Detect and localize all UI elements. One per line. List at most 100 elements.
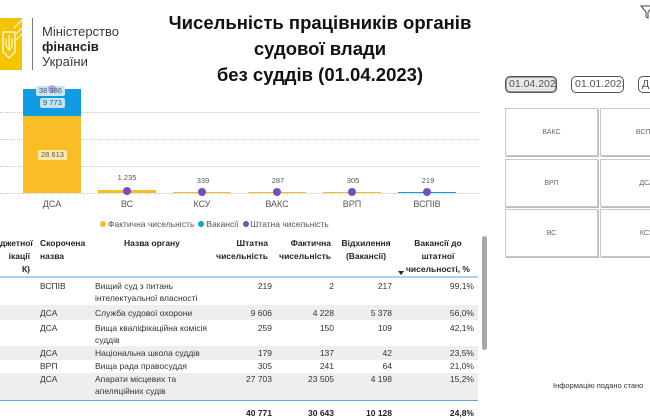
- cell-pct: 15,2%: [449, 374, 474, 384]
- category-label-vs: ВС: [120, 199, 134, 209]
- title-line-2: без суддів (01.04.2023): [216, 64, 424, 85]
- cell-deviation: 64: [382, 361, 392, 371]
- cell-staff: 9 606: [250, 308, 272, 318]
- category-label-vrp: ВРП: [342, 199, 362, 209]
- cell-name: Національна школа суддів: [95, 348, 200, 358]
- gridline: [0, 166, 480, 167]
- label-dsa-vacancies: 9 773: [40, 98, 65, 108]
- cell-deviation: 109: [377, 323, 392, 333]
- total-pct: 24,8%: [449, 408, 474, 418]
- label-dsa-staff: 38 386: [36, 86, 65, 96]
- table-scrollbar[interactable]: [482, 236, 487, 350]
- marker-vs-staff[interactable]: [123, 187, 131, 195]
- cell-staff: 179: [257, 348, 272, 358]
- trident-emblem-icon: [0, 18, 22, 70]
- footnote: Інформацію подано стано: [553, 381, 644, 390]
- cell-pct: 42,1%: [449, 323, 474, 333]
- slicer-tile-vspiv[interactable]: ВСПІВ: [600, 108, 650, 156]
- marker-dsa-staff[interactable]: [48, 85, 56, 93]
- page-title: Чисельність працівників органів судової …: [145, 10, 495, 88]
- category-label-ksu: КСУ: [193, 199, 211, 209]
- legend-item-vacancies[interactable]: Вакансії: [198, 219, 239, 229]
- stacked-bar-chart: 28 613 9 773 38 386 1 235 339 287 305 21…: [0, 80, 480, 230]
- table-row[interactable]: ВРП Вища рада правосуддя 305 241 64 21,0…: [0, 360, 478, 373]
- marker-ksu-staff[interactable]: [198, 188, 206, 196]
- logo-line-1: Міністерство: [42, 24, 119, 39]
- cell-deviation: 217: [377, 281, 392, 291]
- date-button-2023-01-01[interactable]: 01.01.2023: [571, 76, 624, 93]
- cell-pct: 99,1%: [449, 281, 474, 291]
- table-header: джетної ікації К) Скорочена назва Назва …: [0, 234, 478, 278]
- header-staff[interactable]: Штатна чисельність: [216, 238, 268, 261]
- cell-pct: 23,5%: [449, 348, 474, 358]
- total-staff: 40 771: [246, 408, 272, 418]
- header-deviation[interactable]: Відхилення (Вакансії): [341, 238, 391, 261]
- header-budget-code[interactable]: джетної ікації К): [0, 238, 33, 274]
- header-short-name[interactable]: Скорочена назва: [40, 238, 86, 261]
- cell-actual: 2: [329, 281, 334, 291]
- logo-divider: [32, 18, 33, 70]
- label-vspiv-staff: 219: [421, 176, 435, 185]
- cell-actual: 137: [319, 348, 334, 358]
- table-total-row: 40 771 30 643 10 128 24,8%: [0, 400, 478, 420]
- cell-short: ДСА: [40, 323, 58, 333]
- cell-short: ДСА: [40, 308, 58, 318]
- legend-item-actual[interactable]: Фактична чисельність: [100, 219, 194, 229]
- header-vacancy-pct[interactable]: Вакансії до штатної чисельності, %: [406, 238, 470, 274]
- slicer-tile-ksu[interactable]: КСУ: [600, 209, 650, 257]
- legend-item-staff[interactable]: Штатна чисельність: [242, 219, 329, 229]
- filter-icon[interactable]: [639, 4, 650, 19]
- slicer-tile-vs[interactable]: ВС: [505, 209, 598, 257]
- logo-line-3: України: [42, 54, 88, 69]
- marker-vrp-staff[interactable]: [348, 188, 356, 196]
- table-row[interactable]: ДСА Національна школа суддів 179 137 42 …: [0, 346, 478, 360]
- gridline: [0, 139, 480, 140]
- data-table: джетної ікації К) Скорочена назва Назва …: [0, 234, 478, 420]
- chart-legend: Фактична чисельність Вакансії Штатна чис…: [100, 219, 329, 229]
- slicer-tile-vaks[interactable]: ВАКС: [505, 108, 598, 156]
- table-row[interactable]: ДСА Апарати місцевих та апеляційних судів…: [0, 373, 478, 400]
- cell-deviation: 42: [382, 348, 392, 358]
- cell-actual: 150: [319, 323, 334, 333]
- logo-line-2: фінансів: [42, 39, 99, 54]
- cell-short: ДСА: [40, 348, 58, 358]
- category-label-vaks: ВАКС: [265, 199, 289, 209]
- label-vrp-staff: 305: [346, 176, 360, 185]
- date-button-2023-04-01[interactable]: 01.04.2023: [505, 76, 557, 93]
- category-label-dsa: ДСА: [42, 199, 62, 209]
- cell-staff: 27 703: [246, 374, 272, 384]
- cell-name: Вищий суд з питань інтелектуальної власно…: [95, 281, 198, 303]
- header-body-name[interactable]: Назва органу: [124, 238, 180, 248]
- cell-pct: 56,0%: [449, 308, 474, 318]
- slicer-tile-dsa[interactable]: ДСА: [600, 159, 650, 207]
- category-label-vspiv: ВСПІВ: [413, 199, 441, 209]
- cell-name: Вища кваліфікаційна комісія суддів: [95, 323, 208, 345]
- cell-name: Служба судової охорони: [95, 308, 193, 318]
- label-dsa-actual: 28 613: [38, 150, 67, 160]
- logo-text: Міністерство фінансів України: [42, 24, 119, 69]
- ministry-logo: Міністерство фінансів України: [0, 10, 130, 70]
- table-row[interactable]: ДСА Вища кваліфікаційна комісія суддів 25…: [0, 320, 478, 346]
- cell-short: ВСПІВ: [40, 281, 66, 291]
- legend-dot-staff-icon: [242, 221, 249, 227]
- legend-dot-actual-icon: [100, 221, 106, 227]
- label-vs-staff: 1 235: [117, 173, 137, 182]
- sort-descending-icon[interactable]: [398, 271, 404, 275]
- table-row[interactable]: ДСА Служба судової охорони 9 606 4 228 5…: [0, 305, 478, 320]
- cell-staff: 259: [257, 323, 272, 333]
- slicer-tile-vrp[interactable]: ВРП: [505, 159, 598, 207]
- total-deviation: 10 128: [366, 408, 392, 418]
- table-row[interactable]: ВСПІВ Вищий суд з питань інтелектуальної …: [0, 278, 478, 305]
- header-actual[interactable]: Фактична чисельність: [279, 238, 331, 261]
- marker-vspiv-staff[interactable]: [423, 188, 431, 196]
- marker-vaks-staff[interactable]: [273, 188, 281, 196]
- cell-pct: 21,0%: [449, 361, 474, 371]
- date-button-partial[interactable]: Д: [638, 76, 650, 93]
- cell-short: ВРП: [40, 361, 58, 371]
- cell-actual: 4 228: [312, 308, 334, 318]
- cell-short: ДСА: [40, 374, 58, 384]
- legend-dot-vacancies-icon: [198, 221, 205, 227]
- cell-actual: 23 505: [308, 374, 334, 384]
- total-actual: 30 643: [308, 408, 334, 418]
- gridline: [0, 112, 480, 113]
